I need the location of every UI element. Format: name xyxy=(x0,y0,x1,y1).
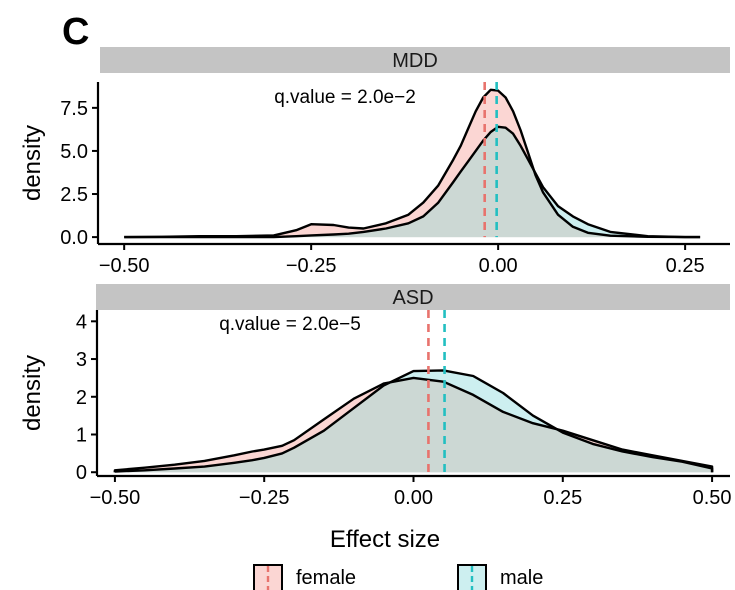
x-tick-label: −0.50 xyxy=(90,487,141,509)
y-axis-title: density xyxy=(19,125,46,201)
legend-label: female xyxy=(296,567,356,589)
density-curve-male xyxy=(113,369,714,473)
q-value-annotation: q.value = 2.0e−5 xyxy=(219,314,361,335)
x-tick-label: 0.50 xyxy=(693,487,732,509)
panel-label: C xyxy=(62,11,89,53)
facet-panel-asd: ASD q.value = 2.0e−5 0 1 2 3 4 −0.50 −0.25 0.00 0.… xyxy=(19,284,732,509)
facet-panel-mdd: MDD q.value = 2.0e−2 0.0 2.5 5.0 7.5 −0.50 −0.2… xyxy=(19,47,730,277)
legend: female male xyxy=(253,564,543,590)
x-tick-label: −0.25 xyxy=(239,487,290,509)
legend-item-female: female xyxy=(253,564,356,590)
y-tick-label: 1 xyxy=(76,425,87,447)
x-tick-label: 0.00 xyxy=(479,255,518,277)
density-curve-female xyxy=(124,88,701,239)
x-tick-label: 0.25 xyxy=(666,255,705,277)
facet-strip xyxy=(96,284,730,310)
facet-strip-label: MDD xyxy=(392,50,438,72)
x-tick-label: 0.00 xyxy=(394,487,433,509)
facet-strip xyxy=(100,47,730,73)
x-tick-label: −0.50 xyxy=(99,255,150,277)
density-area-female xyxy=(124,89,701,238)
y-tick-label: 3 xyxy=(76,349,87,371)
facet-strip-label: ASD xyxy=(392,287,433,309)
x-axis-title: Effect size xyxy=(330,526,440,553)
x-tick-label: 0.25 xyxy=(543,487,582,509)
y-tick-label: 0 xyxy=(76,462,87,484)
density-area-male xyxy=(124,126,701,238)
density-curve-female xyxy=(113,376,714,473)
y-axis-title: density xyxy=(19,355,46,431)
density-curve-male xyxy=(124,125,701,239)
y-tick-label: 2 xyxy=(76,387,87,409)
x-tick-label: −0.25 xyxy=(286,255,337,277)
legend-item-male: male xyxy=(457,564,543,590)
legend-label: male xyxy=(500,567,543,589)
y-tick-label: 0.0 xyxy=(60,227,88,249)
y-tick-label: 7.5 xyxy=(60,98,88,120)
density-area-overlap xyxy=(114,377,713,473)
y-tick-label: 2.5 xyxy=(60,184,88,206)
y-tick-label: 5.0 xyxy=(60,141,88,163)
y-tick-label: 4 xyxy=(76,311,87,333)
q-value-annotation: q.value = 2.0e−2 xyxy=(274,87,416,108)
